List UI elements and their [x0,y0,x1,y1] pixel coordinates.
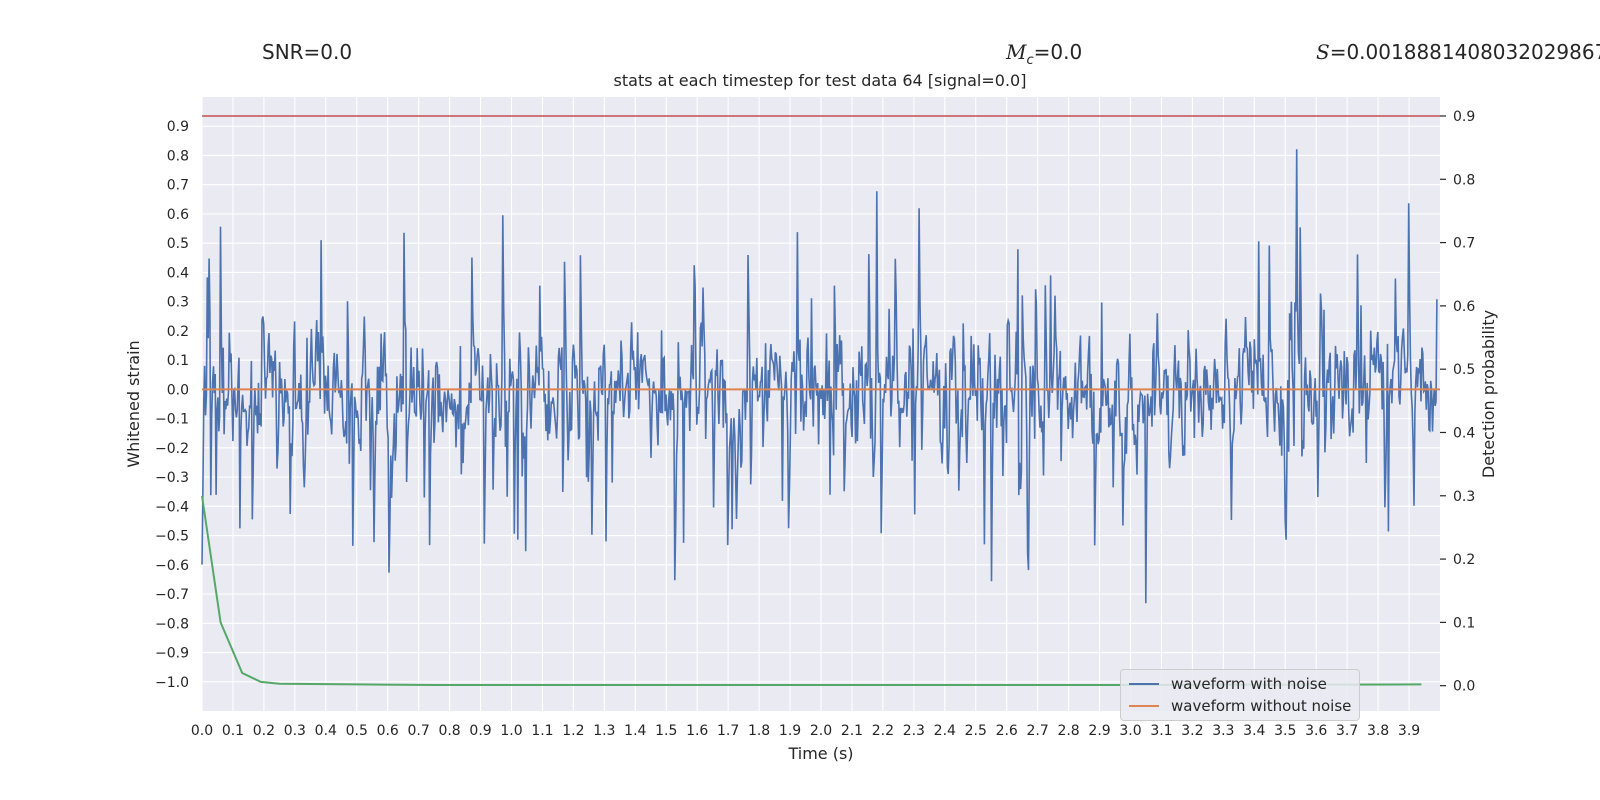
chart-title: stats at each timestep for test data 64 … [613,71,1027,90]
x-tick-label: 2.0 [810,723,832,739]
x-tick-label: 2.1 [841,723,863,739]
y-tick-label: −0.4 [155,499,189,515]
x-tick-label: 2.5 [965,723,987,739]
x-tick-label: 1.2 [562,723,584,739]
y-tick-label: 0.6 [167,207,189,223]
y-tick-label: 0.4 [167,265,189,281]
x-tick-label: 2.9 [1088,723,1110,739]
x-tick-label: 2.7 [1027,723,1049,739]
x-tick-label: 1.6 [686,723,708,739]
y-tick-label: −0.9 [155,646,189,662]
x-tick-label: 3.4 [1243,723,1265,739]
y-tick-label: −0.1 [155,412,189,428]
x-tick-label: 1.3 [593,723,615,739]
y-tick-label: −0.6 [155,558,189,574]
y-right-tick-label: 0.6 [1453,299,1475,315]
x-tick-label: 0.7 [408,723,430,739]
y-axis-ticks: 0.9 0.8 0.7 0.6 0.5 0.4 0.3 0.2 0.1 0.0 −0.1 −0.2 −0… [155,119,189,691]
y-tick-label: 0.0 [167,382,189,398]
s-statistic-label: S=0.0018881408032029867 [1316,40,1600,64]
y-tick-label: 0.3 [167,295,189,311]
y-tick-label: −0.5 [155,529,189,545]
x-tick-label: 1.0 [500,723,522,739]
legend: waveform with noise waveform without noi… [1120,669,1360,721]
y-tick-label: −1.0 [155,675,189,691]
x-tick-label: 0.0 [191,723,213,739]
y-right-tick-label: 0.8 [1453,172,1475,188]
y-axis-label: Whitened strain [124,340,143,467]
y-tick-label: −0.2 [155,441,189,457]
x-tick-label: 3.5 [1274,723,1296,739]
x-tick-label: 0.6 [377,723,399,739]
y-tick-label: 0.8 [167,148,189,164]
x-tick-label: 1.8 [748,723,770,739]
x-tick-label: 0.5 [346,723,368,739]
y-right-axis-label: Detection probability [1479,310,1498,478]
y-tick-label: 0.7 [167,178,189,194]
noise-line [201,149,1438,604]
x-tick-label: 0.1 [222,723,244,739]
x-tick-label: 2.2 [872,723,894,739]
legend-item-noise: waveform with noise [1129,674,1327,694]
y-tick-label: −0.3 [155,470,189,486]
y-tick-label: 0.5 [167,236,189,252]
x-tick-label: 0.9 [469,723,491,739]
x-axis-ticks: 0.0 0.1 0.2 0.3 0.4 0.5 0.6 0.7 0.8 0.9 1.0 1.1 1.2 1… [191,723,1420,739]
series-waveform-with-noise [201,149,1438,604]
x-tick-label: 3.9 [1398,723,1420,739]
legend-swatch [1129,683,1159,685]
x-tick-label: 3.0 [1119,723,1141,739]
x-axis-label: Time (s) [787,744,853,763]
legend-item-clean: waveform without noise [1129,696,1351,716]
legend-label: waveform with noise [1171,675,1327,693]
y-tick-label: 0.2 [167,324,189,340]
x-tick-label: 1.1 [531,723,553,739]
legend-label: waveform without noise [1171,697,1352,715]
x-tick-label: 1.5 [655,723,677,739]
x-tick-label: 3.3 [1212,723,1234,739]
legend-swatch [1129,705,1159,707]
x-tick-label: 0.4 [315,723,337,739]
x-tick-label: 3.1 [1150,723,1172,739]
x-tick-label: 1.4 [624,723,646,739]
y-tick-label: −0.8 [155,616,189,632]
y-right-tick-label: 0.3 [1453,489,1475,505]
x-tick-label: 1.7 [717,723,739,739]
y-right-axis-ticks: 0.9 0.8 0.7 0.6 0.5 0.4 0.3 0.2 0.1 0.0 [1440,109,1475,695]
y-right-tick-label: 0.1 [1453,615,1475,631]
x-tick-label: 3.2 [1181,723,1203,739]
x-tick-label: 1.9 [779,723,801,739]
x-tick-label: 2.6 [996,723,1018,739]
probability-line [201,495,1422,686]
chirp-mass-label: Mc=0.0 [1006,40,1083,68]
grid [201,97,1440,711]
y-right-tick-label: 0.2 [1453,552,1475,568]
y-right-tick-label: 0.0 [1453,679,1475,695]
x-tick-label: 2.3 [903,723,925,739]
x-tick-label: 0.3 [284,723,306,739]
x-tick-label: 3.8 [1367,723,1389,739]
y-tick-label: 0.9 [167,119,189,135]
x-tick-label: 3.6 [1305,723,1327,739]
x-tick-label: 0.8 [438,723,460,739]
y-right-tick-label: 0.5 [1453,362,1475,378]
x-tick-label: 2.8 [1057,723,1079,739]
snr-label: SNR=0.0 [262,40,353,64]
y-right-tick-label: 0.7 [1453,236,1475,252]
y-tick-label: 0.1 [167,353,189,369]
x-tick-label: 0.2 [253,723,275,739]
y-tick-label: −0.7 [155,587,189,603]
x-tick-label: 3.7 [1336,723,1358,739]
y-right-tick-label: 0.4 [1453,425,1475,441]
x-tick-label: 2.4 [934,723,956,739]
y-right-tick-label: 0.9 [1453,109,1475,125]
series-detection-probability [201,495,1422,686]
